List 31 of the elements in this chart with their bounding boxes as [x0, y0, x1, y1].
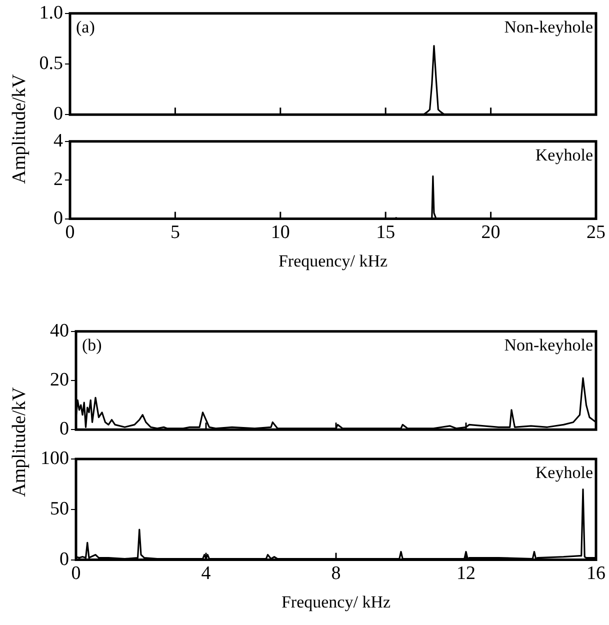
y-tick-label: 20	[50, 369, 69, 390]
y-tick-label: 40	[50, 320, 69, 342]
series-label: Non-keyhole	[504, 335, 593, 354]
x-axis-title: Frequency/ kHz	[281, 592, 391, 612]
text: Non-keyhole	[504, 17, 593, 36]
series-label: Keyhole	[535, 462, 593, 482]
y-tick-label: 0	[54, 208, 63, 229]
y-tick-label: 0	[60, 548, 69, 570]
x-axis-title: Frequency/ kHz	[278, 251, 388, 270]
x-tick-label: 12	[456, 563, 476, 584]
x-tick-label: 4	[201, 563, 212, 584]
y-tick-label: 2	[54, 169, 63, 190]
y-tick-label: 50	[50, 498, 69, 520]
y-axis-title: Amplitude/kV	[9, 386, 31, 499]
y-axis-title: Amplitude/kV	[9, 73, 31, 186]
x-tick-label: 20	[481, 222, 500, 244]
annotation: (a)	[76, 17, 95, 36]
y-tick-label: 100	[40, 448, 69, 469]
x-tick-label: 15	[376, 222, 396, 244]
y-tick-label: 1.0	[39, 2, 63, 24]
x-tick-label: 10	[270, 222, 290, 244]
x-tick-label: 8	[331, 563, 341, 584]
text: Keyhole	[535, 145, 593, 164]
y-tick-label: 0	[60, 418, 69, 440]
y-tick-label: 0.5	[39, 52, 63, 74]
x-tick-label: 5	[170, 222, 180, 244]
x-tick-label: 25	[586, 222, 606, 244]
annotation: (b)	[82, 335, 102, 354]
x-tick-label: 16	[586, 563, 606, 584]
y-tick-label: 0	[54, 104, 63, 125]
y-tick-label: 4	[54, 130, 64, 152]
